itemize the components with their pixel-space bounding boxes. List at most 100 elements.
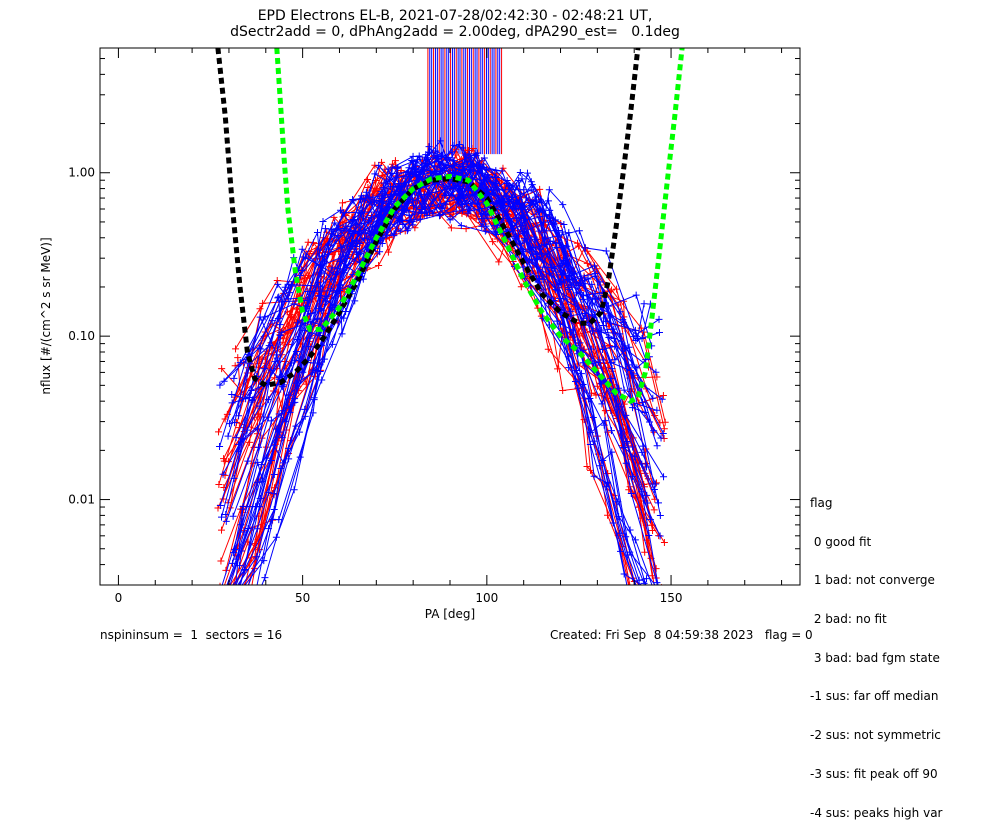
blue-data-point [417, 203, 425, 211]
blue-data-point [423, 211, 431, 219]
y-tick-label: 1.00 [68, 166, 95, 180]
blue-data-point [652, 592, 659, 599]
blue-data-point [642, 581, 650, 585]
blue-data-point [291, 398, 299, 406]
blue-data-point [558, 228, 566, 236]
blue-data-point [221, 589, 228, 596]
blue-data-point [305, 343, 313, 351]
blue-profile-line [239, 151, 647, 566]
blue-data-point [607, 374, 615, 382]
blue-data-point [267, 417, 275, 425]
blue-data-point [215, 608, 222, 615]
blue-data-point [390, 232, 398, 240]
blue-data-point [334, 232, 342, 240]
blue-data-point [544, 197, 552, 205]
blue-data-point [565, 364, 573, 372]
blue-data-point [470, 167, 478, 175]
blue-data-point [288, 282, 296, 290]
blue-data-point [480, 154, 488, 162]
blue-data-point [532, 193, 540, 201]
blue-data-point [658, 608, 665, 615]
red-data-point [544, 345, 552, 353]
legend-title: flag [810, 495, 833, 510]
blue-data-point [590, 262, 598, 270]
blue-data-point [229, 559, 237, 567]
blue-data-point [217, 513, 225, 521]
blue-data-point [253, 478, 261, 486]
blue-data-point [599, 356, 607, 364]
red-profile-line [223, 156, 657, 579]
blue-data-point [545, 269, 553, 277]
blue-data-point [442, 191, 450, 199]
blue-data-point [616, 330, 624, 338]
data-layer [214, 48, 685, 617]
blue-data-point [294, 319, 302, 327]
blue-data-point [310, 396, 318, 404]
blue-data-point [498, 167, 506, 175]
blue-data-point [409, 170, 417, 178]
blue-data-point [492, 231, 500, 239]
blue-data-point [591, 295, 599, 303]
red-data-point [215, 480, 223, 488]
blue-profile-line [235, 154, 656, 585]
blue-data-point [410, 202, 418, 210]
legend-item: 0 good fit [810, 534, 872, 549]
red-data-point [219, 582, 221, 585]
red-data-point [339, 199, 347, 207]
blue-data-point [234, 447, 242, 455]
legend-item: 3 bad: bad fgm state [810, 650, 940, 665]
blue-data-point [556, 278, 564, 286]
y-axis-label: nflux [#/(cm^2 s sr MeV)] [39, 237, 53, 394]
blue-data-point [245, 394, 253, 402]
blue-data-point [523, 169, 531, 177]
blue-data-point [317, 283, 325, 291]
blue-data-point [242, 591, 249, 598]
red-data-point [583, 259, 591, 267]
blue-data-point [520, 227, 528, 235]
blue-data-point [277, 465, 285, 473]
blue-data-point [658, 395, 666, 403]
blue-data-point [223, 607, 230, 614]
blue-data-point [611, 356, 619, 364]
blue-data-point [351, 297, 359, 305]
blue-data-point [254, 458, 262, 466]
blue-data-point [256, 402, 264, 410]
blue-data-point [415, 152, 423, 160]
blue-data-point [309, 359, 317, 367]
blue-data-point [489, 179, 497, 187]
red-data-point [221, 606, 228, 613]
blue-data-point [602, 314, 610, 322]
red-data-point [216, 602, 223, 609]
blue-data-point [393, 165, 401, 173]
red-data-point [625, 581, 633, 585]
blue-data-point [623, 439, 631, 447]
blue-data-point [382, 206, 390, 214]
blue-data-point [660, 473, 668, 481]
blue-data-point [622, 411, 630, 419]
red-data-point [279, 338, 287, 346]
blue-data-point [274, 280, 282, 288]
blue-data-point [659, 429, 667, 437]
blue-data-point [248, 610, 255, 617]
blue-data-point [414, 156, 422, 164]
blue-data-point [230, 474, 238, 482]
blue-data-point [216, 443, 224, 451]
blue-data-point [276, 331, 284, 339]
blue-data-point [270, 506, 278, 514]
red-data-point [559, 386, 567, 394]
red-data-point [652, 479, 660, 487]
red-data-point [652, 598, 659, 605]
blue-data-point [551, 216, 559, 224]
blue-data-point [240, 528, 248, 536]
blue-data-point [360, 234, 368, 242]
blue-data-point [455, 166, 463, 174]
blue-data-point [278, 298, 286, 306]
blue-data-point [388, 164, 396, 172]
red-data-point [650, 506, 658, 514]
blue-data-point [640, 300, 648, 308]
blue-data-point [231, 599, 238, 606]
red-data-point [234, 354, 242, 362]
chart-subtitle: dSectr2add = 0, dPhAng2add = 2.00deg, dP… [230, 24, 680, 40]
red-data-point [574, 239, 582, 247]
blue-data-point [322, 292, 330, 300]
